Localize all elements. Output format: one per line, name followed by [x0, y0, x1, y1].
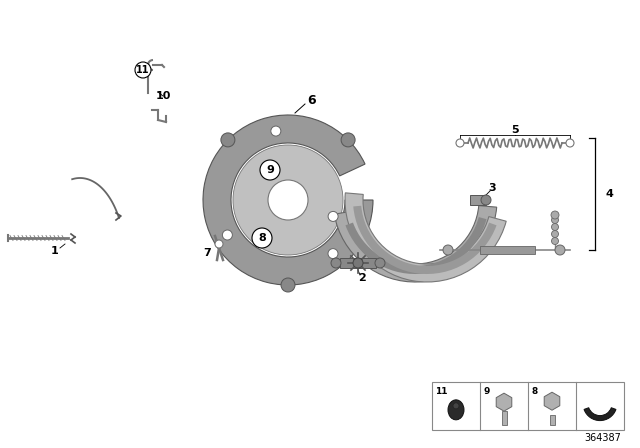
Circle shape — [551, 211, 559, 219]
Text: 4: 4 — [605, 189, 613, 199]
Circle shape — [328, 211, 338, 221]
Circle shape — [481, 195, 491, 205]
Circle shape — [552, 237, 559, 245]
Text: 9: 9 — [483, 387, 490, 396]
Circle shape — [135, 62, 151, 78]
Text: 2: 2 — [358, 273, 366, 283]
Bar — [340, 258, 376, 268]
Circle shape — [555, 245, 565, 255]
Circle shape — [222, 230, 232, 240]
Text: 8: 8 — [258, 233, 266, 243]
Circle shape — [221, 133, 235, 147]
Bar — [550, 415, 554, 425]
Circle shape — [252, 228, 272, 248]
Text: 364387: 364387 — [584, 433, 621, 443]
Circle shape — [341, 133, 355, 147]
Circle shape — [552, 224, 559, 231]
Text: 9: 9 — [266, 165, 274, 175]
Wedge shape — [353, 206, 497, 274]
Circle shape — [443, 245, 453, 255]
Bar — [470, 195, 486, 205]
Wedge shape — [345, 193, 506, 282]
Circle shape — [328, 249, 338, 258]
Circle shape — [271, 126, 281, 136]
Wedge shape — [334, 206, 497, 282]
Bar — [480, 246, 535, 254]
Bar — [502, 411, 506, 425]
Text: 1: 1 — [51, 246, 59, 256]
Bar — [432, 382, 624, 430]
Text: 6: 6 — [308, 94, 316, 107]
Circle shape — [375, 258, 385, 268]
Circle shape — [268, 180, 308, 220]
Text: 8: 8 — [531, 387, 537, 396]
Ellipse shape — [453, 403, 459, 409]
Circle shape — [331, 258, 341, 268]
Text: 7: 7 — [203, 248, 211, 258]
Circle shape — [552, 231, 559, 237]
Circle shape — [281, 278, 295, 292]
Ellipse shape — [448, 400, 464, 420]
Circle shape — [260, 160, 280, 180]
Text: 10: 10 — [156, 91, 171, 101]
Wedge shape — [346, 217, 486, 274]
Wedge shape — [203, 115, 373, 285]
Text: 3: 3 — [488, 183, 496, 193]
Circle shape — [215, 240, 223, 248]
Circle shape — [566, 139, 574, 147]
Text: 11: 11 — [136, 65, 150, 75]
Circle shape — [233, 145, 343, 255]
Text: 5: 5 — [511, 125, 519, 135]
Circle shape — [353, 258, 363, 268]
Circle shape — [456, 139, 464, 147]
Circle shape — [552, 216, 559, 224]
Wedge shape — [584, 408, 616, 421]
Text: 11: 11 — [435, 387, 447, 396]
